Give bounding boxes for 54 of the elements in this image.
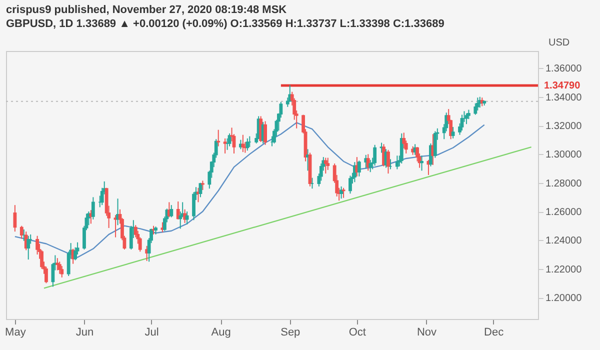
candlestick bbox=[241, 134, 245, 153]
candlestick bbox=[26, 235, 30, 260]
candlestick bbox=[326, 157, 330, 170]
x-tick-label: Jul bbox=[144, 326, 159, 338]
candlestick bbox=[464, 112, 468, 125]
candlestick bbox=[170, 204, 174, 218]
annotation: 1.34790 bbox=[544, 80, 581, 92]
candlestick bbox=[20, 225, 24, 240]
candlestick bbox=[460, 114, 464, 132]
y-tick-label: 1.24000 bbox=[546, 236, 582, 247]
y-tick-label: 1.28000 bbox=[546, 178, 582, 190]
candlestick bbox=[451, 126, 455, 139]
candlestick bbox=[357, 160, 361, 177]
y-axis-title: USD bbox=[548, 38, 570, 48]
candlestick bbox=[74, 246, 77, 261]
chart-title: crispus9 published, November 27, 2020 08:19:48 MSK bbox=[6, 4, 287, 16]
candlestick bbox=[433, 130, 437, 158]
candlestick bbox=[373, 144, 377, 166]
candlestick bbox=[246, 138, 250, 152]
candlestick bbox=[36, 235, 39, 256]
candlestick bbox=[279, 101, 283, 118]
candlestick bbox=[223, 138, 227, 154]
candlestick bbox=[467, 109, 470, 120]
candlestick bbox=[185, 211, 189, 225]
x-tick-label: Sep bbox=[280, 326, 300, 338]
y-tick-label: 1.34000 bbox=[546, 92, 582, 104]
candlestick bbox=[420, 155, 424, 172]
x-tick-label: Nov bbox=[416, 326, 438, 338]
candlestick bbox=[368, 159, 372, 173]
x-tick-label: Oct bbox=[348, 326, 366, 338]
chart-subtitle: GBPUSD, 1D 1.33689 ▲ +0.00120 (+0.09%) O:1.33569 H:1.33737 L:1.33398 C:1.33689 bbox=[6, 18, 444, 30]
candlestick bbox=[91, 196, 95, 220]
candlestick bbox=[13, 204, 17, 232]
candlestick bbox=[58, 261, 62, 274]
candlestick bbox=[60, 265, 64, 278]
y-tick-label: 1.20000 bbox=[546, 293, 582, 304]
candlestick bbox=[476, 97, 480, 111]
y-tick-label: 1.30000 bbox=[546, 150, 582, 161]
y-tick-label: 1.36000 bbox=[546, 64, 582, 75]
x-tick-label: Jun bbox=[76, 326, 94, 338]
candlestick bbox=[216, 129, 220, 147]
line-series bbox=[14, 122, 485, 258]
candlestick bbox=[340, 186, 343, 200]
y-tick-label: 1.22000 bbox=[546, 264, 582, 276]
candlestick bbox=[56, 258, 60, 271]
y-tick-label: 1.32000 bbox=[546, 121, 582, 132]
candlestick bbox=[201, 180, 204, 191]
candlestick bbox=[348, 175, 352, 194]
candlestick bbox=[342, 187, 346, 198]
x-tick-label: Dec bbox=[484, 326, 504, 338]
x-tick-label: May bbox=[5, 326, 26, 338]
y-tick-label: 1.26000 bbox=[546, 207, 582, 218]
x-tick-label: Aug bbox=[211, 326, 231, 338]
candlestick bbox=[324, 157, 328, 174]
